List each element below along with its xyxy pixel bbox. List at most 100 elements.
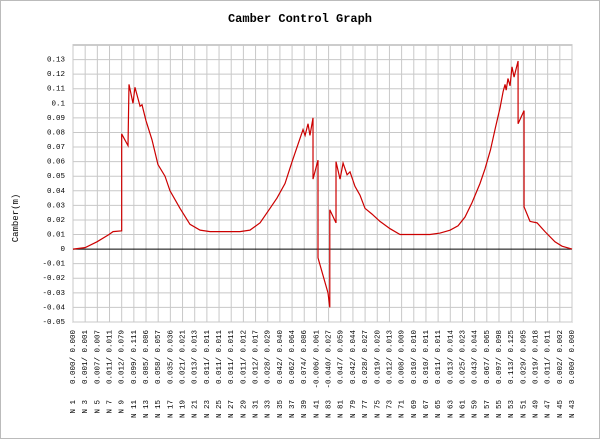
x-tick-label: N 79	[350, 400, 358, 418]
x-tick-value-label: 0.019/ 0.018	[532, 330, 540, 384]
x-tick-label: N 75	[374, 400, 382, 419]
x-tick-value-label: 0.062/ 0.064	[289, 330, 297, 385]
x-tick-label: N 49	[532, 400, 540, 418]
x-tick-label: N 1	[70, 400, 78, 414]
x-tick-label: N 45	[557, 400, 565, 419]
x-tick-value-label: 0.043/ 0.044	[472, 330, 480, 385]
x-tick-value-label: 0.011/ 0.011	[228, 330, 236, 385]
y-tick-label: 0.12	[47, 71, 65, 79]
x-tick-label: N 65	[435, 400, 443, 419]
x-tick-value-label: 0.028/ 0.027	[362, 330, 370, 384]
x-tick-label: N 19	[180, 400, 188, 418]
chart-title: Camber Control Graph	[228, 12, 372, 26]
y-tick-label: 0.05	[47, 173, 66, 181]
x-tick-label: N 53	[508, 400, 516, 419]
x-tick-value-label: 0.012/ 0.013	[386, 330, 394, 385]
x-tick-label: N 11	[131, 400, 139, 419]
x-tick-label: N 27	[228, 400, 236, 418]
x-tick-value-label: 0.021/ 0.021	[180, 330, 188, 385]
x-tick-value-label: 0.029/ 0.095	[520, 330, 528, 385]
x-tick-value-label: 0.028/ 0.029	[265, 330, 273, 384]
y-tick-label: -0.01	[42, 261, 65, 269]
y-tick-label: 0.04	[47, 188, 66, 196]
x-tick-label: N 13	[143, 400, 151, 419]
x-tick-value-label: 0.012/ 0.017	[253, 330, 261, 384]
x-tick-label: N 39	[301, 400, 309, 418]
x-tick-label: N 33	[265, 400, 273, 419]
x-tick-label: N 71	[399, 400, 407, 419]
x-tick-label: N 55	[496, 400, 504, 419]
x-tick-value-label: 0.047/ 0.059	[338, 330, 346, 384]
x-tick-label: N 5	[94, 400, 102, 414]
x-tick-value-label: 0.012/ 0.079	[119, 330, 127, 384]
y-tick-label: 0.1	[51, 100, 65, 108]
x-tick-value-label: 0.010/ 0.011	[423, 330, 431, 385]
x-tick-label: N 7	[106, 400, 114, 414]
y-tick-label: -0.03	[42, 290, 65, 298]
x-tick-value-label: 0.099/ 0.111	[131, 330, 139, 385]
x-tick-value-label: -0.040/ 0.027	[326, 330, 334, 389]
y-tick-label: 0.03	[47, 202, 66, 210]
x-tick-label: N 25	[216, 400, 224, 419]
y-tick-label: -0.04	[42, 304, 65, 312]
y-tick-label: 0.02	[47, 217, 65, 225]
y-tick-label: 0.06	[47, 159, 66, 167]
x-tick-value-label: 0.011/ 0.011	[216, 330, 224, 385]
x-tick-label: N 51	[520, 400, 528, 419]
y-tick-label: 0.07	[47, 144, 65, 152]
x-tick-label: N 15	[155, 400, 163, 419]
x-tick-value-label: 0.013/ 0.013	[192, 330, 200, 385]
x-tick-value-label: 0.011/ 0.011	[106, 330, 114, 385]
x-tick-label: N 57	[484, 400, 492, 418]
x-tick-value-label: 0.013/ 0.014	[447, 330, 455, 385]
plot-area	[72, 44, 573, 323]
x-tick-value-label: -0.006/ 0.061	[313, 330, 321, 389]
x-tick-value-label: 0.010/ 0.010	[411, 330, 419, 385]
x-tick-label: N 41	[313, 400, 321, 419]
x-tick-label: N 77	[362, 400, 370, 418]
y-tick-label: 0.08	[47, 129, 65, 137]
x-tick-value-label: 0.067/ 0.065	[484, 330, 492, 385]
x-tick-label: N 31	[253, 400, 261, 419]
x-tick-value-label: 0.085/ 0.086	[143, 330, 151, 385]
x-tick-label: N 3	[82, 400, 90, 414]
x-tick-label: N 43	[569, 400, 577, 419]
x-tick-value-label: 0.011/ 0.012	[240, 330, 248, 384]
series-line	[72, 60, 573, 308]
x-tick-value-label: 0.001/ 0.001	[82, 330, 90, 385]
x-tick-label: N 83	[326, 400, 334, 419]
x-tick-value-label: 0.074/ 0.086	[301, 330, 309, 385]
y-tick-label: 0.11	[47, 86, 66, 94]
x-tick-label: N 23	[204, 400, 212, 419]
x-tick-value-label: 0.002/ 0.002	[557, 330, 565, 384]
y-tick-label: 0.09	[47, 115, 65, 123]
x-tick-value-label: 0.042/ 0.040	[277, 330, 285, 385]
x-tick-value-label: 0.058/ 0.057	[155, 330, 163, 384]
x-tick-label: N 73	[386, 400, 394, 419]
x-tick-value-label: 0.035/ 0.036	[167, 330, 175, 385]
x-tick-label: N 21	[192, 400, 200, 419]
x-tick-label: N 61	[459, 400, 467, 419]
x-tick-label: N 9	[119, 400, 127, 414]
y-tick-label: 0	[60, 246, 65, 254]
x-tick-value-label: 0.019/ 0.020	[374, 330, 382, 385]
y-tick-label: -0.02	[42, 275, 65, 283]
y-tick-label: 0.13	[47, 57, 66, 65]
x-tick-label: N 63	[447, 400, 455, 419]
x-tick-value-label: 0.025/ 0.023	[459, 330, 467, 385]
x-tick-value-label: 0.011/ 0.011	[545, 330, 553, 385]
x-tick-value-label: 0.097/ 0.098	[496, 330, 504, 384]
x-tick-label: N 29	[240, 400, 248, 418]
x-tick-label: N 35	[277, 400, 285, 419]
x-tick-value-label: 0.113/ 0.125	[508, 330, 516, 385]
y-tick-label: -0.05	[42, 319, 65, 327]
x-tick-value-label: 0.042/ 0.044	[350, 330, 358, 385]
x-tick-value-label: 0.008/ 0.009	[399, 330, 407, 384]
x-tick-value-label: 0.000/ 0.000	[569, 330, 577, 385]
x-tick-value-label: 0.011/ 0.011	[435, 330, 443, 385]
x-tick-value-label: 0.000/ 0.000	[70, 330, 78, 385]
x-tick-label: N 59	[472, 400, 480, 418]
x-tick-label: N 69	[411, 400, 419, 418]
y-axis-label: Camber(m)	[11, 194, 21, 243]
